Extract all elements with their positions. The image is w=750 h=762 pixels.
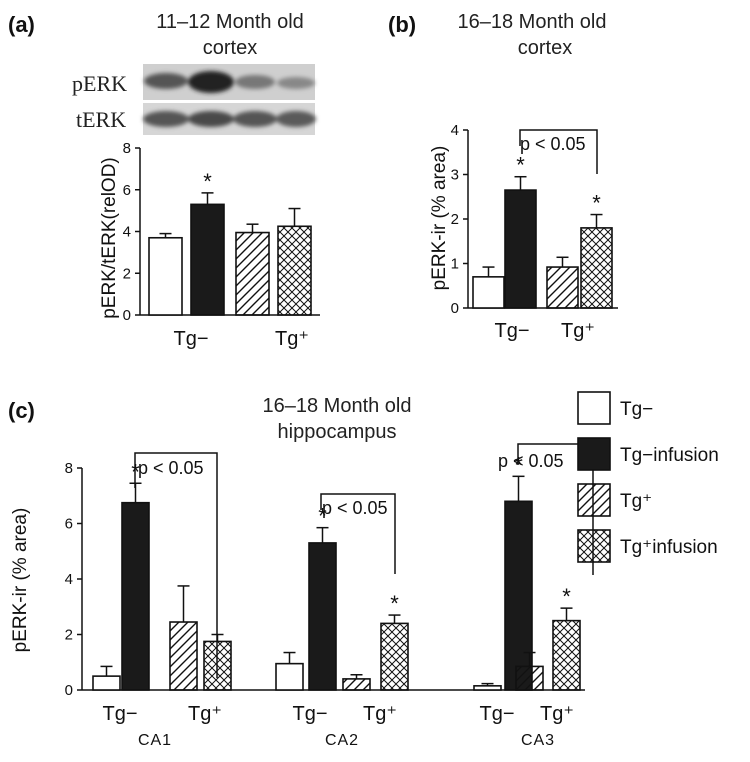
legend-label: Tg⁺infusion: [620, 537, 718, 558]
group-label-tg-plus: Tg⁺: [188, 703, 222, 725]
significance-star: *: [390, 591, 399, 616]
group-label-tg-plus: Tg⁺: [275, 328, 309, 350]
group-label-tg-plus: Tg⁺: [561, 320, 595, 342]
group-label-tg-minus: Tg−: [102, 703, 137, 725]
y-tick-label: 0: [123, 307, 131, 324]
y-tick-label: 2: [65, 627, 73, 644]
panel-a-ylabel: pERK/tERK(relOD): [99, 157, 120, 319]
bar-solid: [190, 203, 225, 316]
significance-bracket: [519, 129, 598, 174]
bar-hatch: [546, 266, 579, 309]
significance-star: *: [592, 191, 601, 216]
bar-open: [473, 685, 502, 691]
y-tick-label: 0: [65, 682, 73, 699]
bar-cross: [380, 622, 409, 691]
bar-solid: [504, 500, 533, 691]
bar-solid: [308, 542, 337, 691]
bar-hatch: [515, 665, 544, 691]
region-label-ca2: CA2: [325, 732, 359, 749]
group-label-tg-plus: Tg⁺: [540, 703, 574, 725]
legend-swatch-solid: [577, 437, 611, 471]
y-tick-label: 1: [451, 256, 459, 273]
bar-hatch: [169, 621, 198, 691]
legend: Tg− Tg−infusion Tg⁺ Tg⁺infusion: [577, 391, 719, 563]
region-label-ca1: CA1: [138, 732, 172, 749]
y-tick-label: 0: [451, 300, 459, 317]
panel-c-ylabel: pERK-ir (% area): [10, 508, 31, 653]
y-tick-label: 4: [451, 122, 459, 139]
group-label-tg-minus: Tg−: [173, 328, 208, 350]
y-tick-label: 3: [451, 167, 459, 184]
panel-b-ylabel: pERK-ir (% area): [429, 146, 450, 291]
bar-open: [148, 236, 183, 316]
y-tick-label: 2: [123, 265, 131, 282]
western-blot: [143, 64, 316, 135]
legend-swatch-cross: [577, 529, 611, 563]
significance-text-ca2: p < 0.05: [322, 498, 388, 518]
significance-text: p < 0.05: [520, 134, 586, 154]
bar-open: [472, 276, 505, 309]
significance-bracket-ca2: [320, 493, 396, 574]
y-tick-label: 8: [123, 140, 131, 157]
region-label-ca3: CA3: [521, 732, 555, 749]
panel-b-axes: 0 1 2 3 4 Tg− Tg⁺: [451, 122, 618, 342]
y-tick-label: 2: [451, 211, 459, 228]
panel-b-subtitle: cortex: [518, 37, 572, 59]
significance-text-ca3: p < 0.05: [498, 451, 564, 471]
significance-star: *: [318, 504, 327, 529]
panel-a-label: (a): [8, 12, 35, 37]
significance-bracket-ca1: [134, 452, 218, 678]
panel-c-title: 16–18 Month old: [262, 395, 411, 417]
group-label-tg-minus: Tg−: [292, 703, 327, 725]
significance-star: *: [562, 584, 571, 609]
bar-cross: [580, 227, 613, 309]
legend-label: Tg⁺: [620, 491, 652, 512]
panel-a-title: 11–12 Month old: [156, 11, 304, 33]
bar-cross: [277, 225, 312, 316]
panel-a-subtitle: cortex: [203, 37, 257, 59]
group-label-tg-minus: Tg−: [479, 703, 514, 725]
significance-star: *: [516, 153, 525, 178]
legend-swatch-hatch: [577, 483, 611, 517]
panel-c-bars: *****p < 0.05p < 0.05p < 0.05: [92, 443, 594, 691]
y-tick-label: 6: [65, 516, 73, 533]
panel-c-subtitle: hippocampus: [278, 421, 397, 443]
panel-b-label: (b): [388, 12, 416, 37]
y-tick-label: 4: [65, 571, 73, 588]
bar-solid: [504, 189, 537, 309]
panel-a-axes: 0 2 4 6 8 Tg− Tg⁺: [123, 140, 320, 350]
significance-text-ca1: p < 0.05: [138, 458, 204, 478]
legend-swatch-open: [577, 391, 611, 425]
bar-hatch: [342, 678, 371, 691]
panel-c-label: (c): [8, 398, 35, 423]
significance-star: *: [203, 169, 212, 194]
group-label-tg-minus: Tg−: [494, 320, 529, 342]
y-tick-label: 8: [65, 460, 73, 477]
blot-label-terk: tERK: [76, 107, 126, 132]
bar-hatch: [235, 231, 270, 316]
blot-label-perk: pERK: [72, 71, 127, 96]
group-label-tg-plus: Tg⁺: [363, 703, 397, 725]
panel-b-title: 16–18 Month old: [457, 11, 606, 33]
legend-label: Tg−: [620, 399, 653, 420]
panel-b-bars: **p < 0.05: [472, 129, 613, 309]
bar-open: [275, 662, 304, 691]
bar-open: [92, 675, 121, 691]
bar-cross: [552, 619, 581, 691]
bar-solid: [121, 501, 150, 691]
legend-label: Tg−infusion: [620, 445, 719, 466]
y-tick-label: 6: [123, 182, 131, 199]
y-tick-label: 4: [123, 224, 131, 241]
panel-a-bars: *: [148, 169, 312, 316]
